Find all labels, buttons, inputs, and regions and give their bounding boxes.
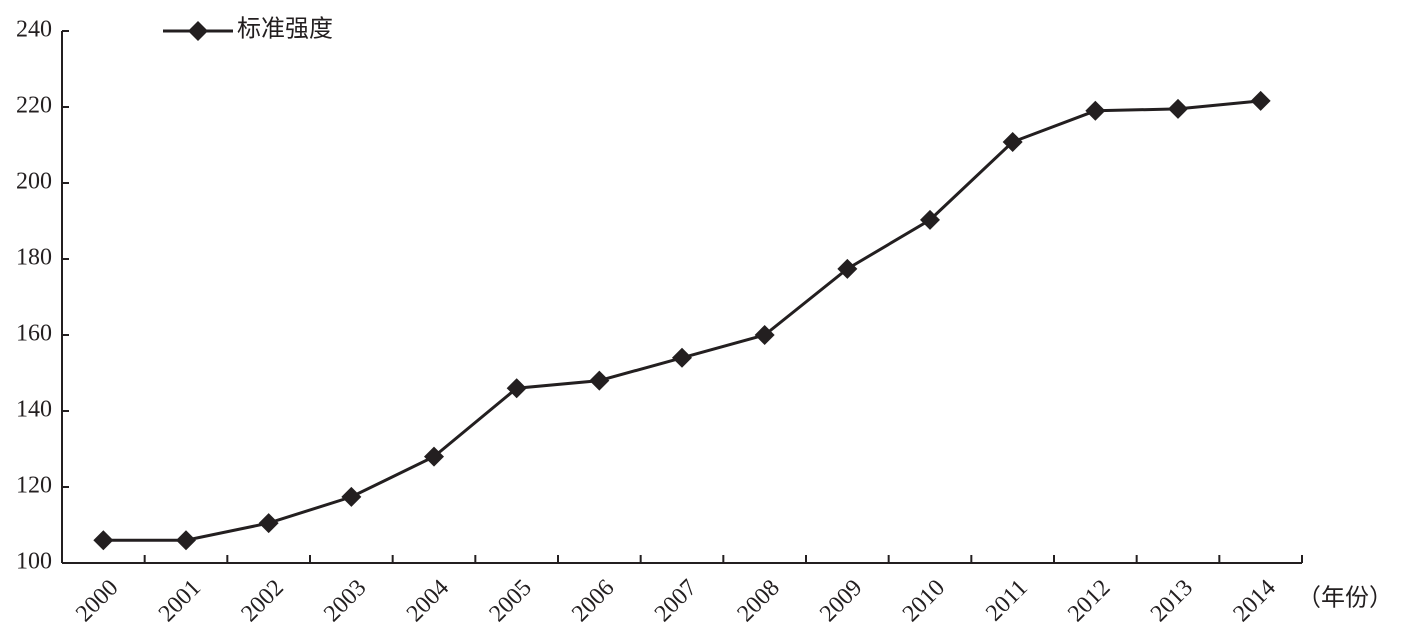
x-tick-label: 2003 (319, 575, 371, 627)
x-axis-label: （年份） (1297, 585, 1393, 612)
x-tick-label: 2010 (898, 575, 950, 627)
series-line (103, 99, 1261, 542)
y-tick-label: 160 (16, 321, 52, 347)
marker (837, 258, 858, 279)
x-tick-label: 2004 (402, 575, 454, 627)
x-tick-label: 2002 (236, 575, 288, 627)
x-tick-label: 2011 (981, 575, 1033, 627)
marker (1168, 98, 1188, 119)
marker (589, 370, 610, 391)
x-tick-label: 2008 (732, 575, 784, 627)
x-tick-label: 2012 (1063, 575, 1115, 627)
x-tick-label: 2013 (1146, 575, 1198, 627)
x-tick-label: 2009 (815, 575, 867, 627)
x-tick-label: 2000 (71, 575, 123, 627)
y-tick-label: 180 (16, 245, 52, 271)
legend-marker (188, 21, 208, 41)
y-tick-label: 240 (16, 17, 52, 43)
marker (506, 378, 527, 399)
marker (1002, 131, 1023, 152)
x-tick-label: 2014 (1228, 575, 1280, 627)
y-tick-label: 120 (16, 473, 52, 499)
marker (176, 530, 196, 551)
y-tick-label: 140 (16, 397, 52, 423)
x-tick-label: 2001 (154, 575, 206, 627)
legend-label: 标准强度 (237, 16, 333, 43)
marker (93, 530, 114, 551)
marker (341, 486, 362, 507)
marker (754, 325, 775, 345)
marker (1085, 100, 1106, 121)
marker (920, 209, 940, 230)
marker (672, 347, 692, 368)
x-tick-label: 2005 (484, 575, 536, 627)
y-tick-label: 100 (16, 549, 52, 575)
marker (424, 446, 444, 467)
marker (258, 513, 279, 534)
marker (1250, 90, 1271, 111)
y-tick-label: 220 (16, 93, 52, 119)
x-tick-label: 2006 (567, 575, 619, 627)
y-tick-label: 200 (16, 169, 52, 195)
x-tick-label: 2007 (650, 575, 702, 627)
